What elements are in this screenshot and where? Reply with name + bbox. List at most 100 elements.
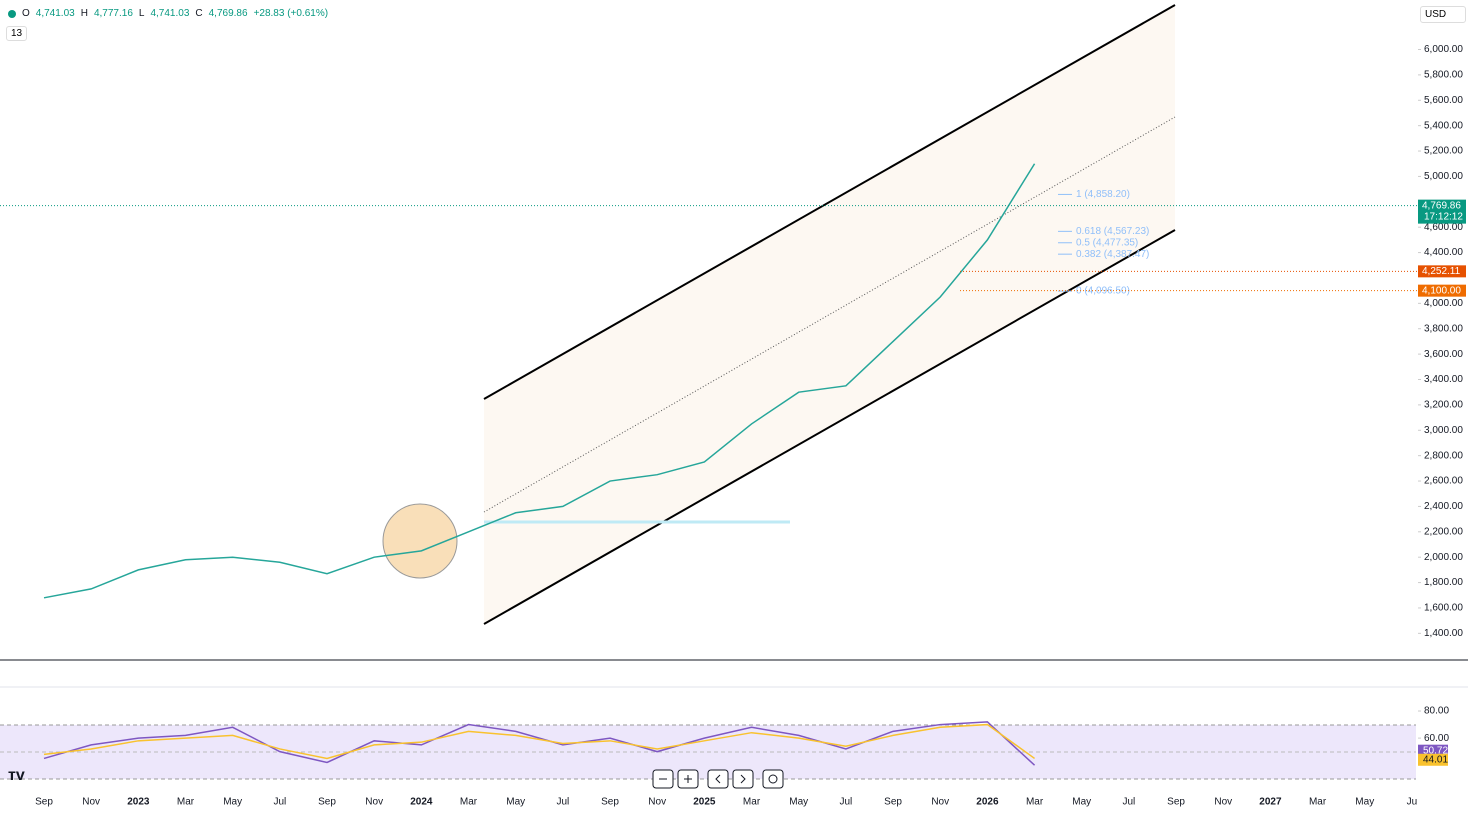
- x-tick-label: Nov: [648, 797, 666, 808]
- icon: [715, 774, 721, 784]
- ohlc-header: O 4,741.03 H 4,777.16 L 4,741.03 C 4,769.86 …: [8, 8, 328, 19]
- x-tick-label: 2026: [976, 797, 999, 808]
- nav-buttons: [652, 769, 784, 789]
- x-tick-label: Nov: [1214, 797, 1232, 808]
- price-badge: [1418, 284, 1466, 297]
- value-badge-label: 50.72: [1423, 745, 1448, 756]
- y-tick-label: 5,000.00: [1424, 171, 1463, 182]
- y-tick-label: 1,600.00: [1424, 603, 1463, 614]
- y-tick-label: 4,000.00: [1424, 298, 1463, 309]
- high-value: 4,777.16: [93, 8, 133, 19]
- channel-mid: [483, 116, 1176, 513]
- y-tick-label: 1,800.00: [1424, 577, 1463, 588]
- fib-label: 0.5 (4,477.35): [1076, 237, 1138, 248]
- y-tick-label: 80.00: [1424, 706, 1449, 717]
- y-tick-label: 5,600.00: [1424, 95, 1463, 106]
- x-tick-label: 2027: [1259, 797, 1282, 808]
- x-tick-label: 2023: [127, 797, 150, 808]
- y-tick-label: 2,000.00: [1424, 552, 1463, 563]
- value-badge-label: 44.01: [1423, 754, 1448, 765]
- close-label: C: [195, 8, 203, 19]
- x-tick-label: May: [506, 797, 525, 808]
- y-tick-label: 5,200.00: [1424, 146, 1463, 157]
- y-tick-label: 2,800.00: [1424, 450, 1463, 461]
- fib-label: 0.382 (4,387.47): [1076, 249, 1149, 260]
- channel-lower: [483, 229, 1176, 625]
- y-tick-label: 2,200.00: [1424, 526, 1463, 537]
- x-tick-label: May: [789, 797, 808, 808]
- x-tick-label: Sep: [884, 797, 902, 808]
- y-tick-label: 3,600.00: [1424, 349, 1463, 360]
- fib-label: 0.618 (4,567.23): [1076, 226, 1149, 237]
- x-tick-label: Jul: [556, 797, 569, 808]
- change: +28.83 (+0.61%): [253, 8, 329, 19]
- x-tick-label: Nov: [365, 797, 383, 808]
- y-tick-label: 2,400.00: [1424, 501, 1463, 512]
- open-label: O: [22, 8, 30, 19]
- x-tick-label: Jul: [1123, 797, 1136, 808]
- x-tick-label: May: [1072, 797, 1091, 808]
- scroll-right[interactable]: [732, 769, 754, 789]
- x-tick-label: Mar: [460, 797, 478, 808]
- y-tick-label: 3,200.00: [1424, 400, 1463, 411]
- channel-upper: [483, 4, 1176, 400]
- value-badge: [1418, 753, 1448, 766]
- open-value: 4,741.03: [35, 8, 75, 19]
- x-tick-label: Sep: [1167, 797, 1185, 808]
- rsi-ma-line: [43, 723, 1036, 760]
- x-tick-label: 2024: [410, 797, 433, 808]
- countdown: 17:12:12: [1424, 211, 1463, 222]
- y-tick-label: 60.00: [1424, 733, 1449, 744]
- price-badge-label: 4,769.86: [1422, 200, 1461, 211]
- price-line: [43, 163, 1036, 599]
- x-tick-label: Mar: [177, 797, 195, 808]
- low-value: 4,741.03: [150, 8, 190, 19]
- y-tick-label: 3,800.00: [1424, 323, 1463, 334]
- icon: [768, 774, 778, 784]
- x-tick-label: Mar: [1309, 797, 1327, 808]
- x-tick-label: Sep: [35, 797, 53, 808]
- low-label: L: [138, 8, 145, 19]
- y-tick-label: 5,800.00: [1424, 70, 1463, 81]
- y-tick-label: 4,600.00: [1424, 222, 1463, 233]
- x-tick-label: May: [1355, 797, 1374, 808]
- scroll-left[interactable]: [707, 769, 729, 789]
- y-tick-label: 3,000.00: [1424, 425, 1463, 436]
- status-dot: [8, 9, 16, 18]
- x-tick-label: Jul: [839, 797, 852, 808]
- y-tick-label: 4,400.00: [1424, 247, 1463, 258]
- high-label: H: [80, 8, 88, 19]
- price-badge-label: 4,100.00: [1422, 285, 1461, 296]
- fib-label: 0 (4,096.50): [1076, 286, 1130, 297]
- highlight-circle: [382, 503, 458, 579]
- x-tick-label: May: [223, 797, 242, 808]
- y-tick-label: 3,400.00: [1424, 374, 1463, 385]
- icon: [740, 774, 746, 784]
- price-badge: [1418, 199, 1466, 224]
- x-tick-label: Sep: [601, 797, 619, 808]
- x-tick-label: Jul: [273, 797, 286, 808]
- y-tick-label: 2,600.00: [1424, 476, 1463, 487]
- close-value: 4,769.86: [208, 8, 248, 19]
- x-tick-label: Nov: [82, 797, 100, 808]
- value-badge: [1418, 744, 1448, 757]
- fib-label: 1 (4,858.20): [1076, 189, 1130, 200]
- reset[interactable]: [762, 769, 784, 789]
- currency: USD: [1425, 9, 1447, 20]
- currency-select[interactable]: USD: [1420, 6, 1466, 23]
- y-tick-label: 6,000.00: [1424, 44, 1463, 55]
- x-tick-label: 2025: [693, 797, 716, 808]
- indicator-count: 13: [11, 28, 23, 39]
- x-tick-label: Nov: [931, 797, 949, 808]
- x-tick-label: Mar: [743, 797, 761, 808]
- y-tick-label: 1,400.00: [1424, 628, 1463, 639]
- x-tick-label: Sep: [318, 797, 336, 808]
- price-badge: [1418, 265, 1466, 278]
- indicator-toggle[interactable]: 13: [6, 26, 28, 41]
- logo: ᴛᴠ: [8, 767, 25, 784]
- price-badge-label: 4,252.11: [1422, 266, 1461, 277]
- y-tick-label: 5,400.00: [1424, 120, 1463, 131]
- x-tick-label: Ju: [1407, 797, 1418, 808]
